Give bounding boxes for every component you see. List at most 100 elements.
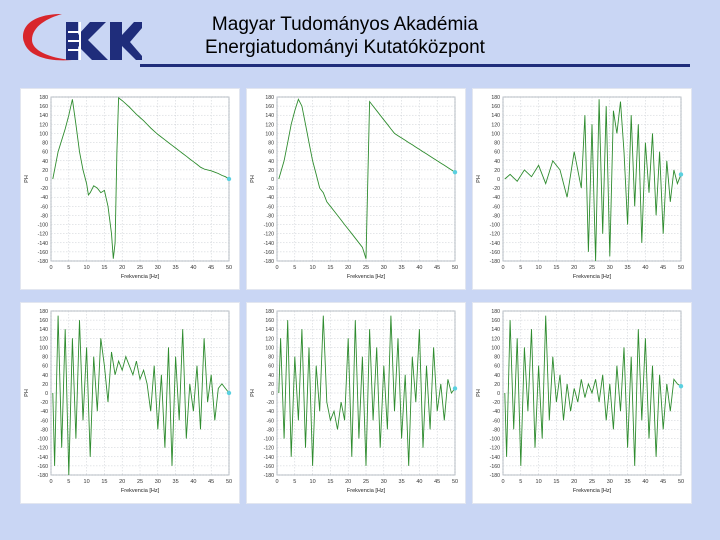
y-tick-label: 160 xyxy=(491,318,500,324)
phase-series-line xyxy=(504,99,682,262)
y-tick-label: 40 xyxy=(494,373,500,379)
y-tick-label: 20 xyxy=(42,168,48,174)
x-tick-label: 35 xyxy=(173,479,179,485)
x-tick-label: 5 xyxy=(293,479,296,485)
x-tick-label: 40 xyxy=(416,265,422,271)
y-tick-label: 80 xyxy=(494,355,500,361)
x-tick-label: 50 xyxy=(452,265,458,271)
y-tick-label: -160 xyxy=(264,250,274,256)
x-tick-label: 5 xyxy=(519,265,522,271)
x-tick-label: 40 xyxy=(642,265,648,271)
y-tick-label: 80 xyxy=(42,141,48,147)
x-tick-label: 15 xyxy=(327,479,333,485)
x-tick-label: 45 xyxy=(660,479,666,485)
x-tick-label: 35 xyxy=(173,265,179,271)
chart-panel-5: 180 160 140 120 100 80 60 40 20 0 -20 -40 -60 -80 -100… xyxy=(246,302,466,504)
y-tick-label: 180 xyxy=(39,309,48,315)
y-tick-label: 80 xyxy=(268,141,274,147)
y-tick-label: 100 xyxy=(491,131,500,137)
y-tick-label: 180 xyxy=(265,309,274,315)
x-tick-label: 20 xyxy=(571,479,577,485)
x-tick-label: 35 xyxy=(399,265,405,271)
ek-logo xyxy=(23,14,142,61)
y-tick-label: 120 xyxy=(491,122,500,128)
x-tick-label: 50 xyxy=(226,265,232,271)
y-axis-label: PH xyxy=(250,389,256,397)
y-tick-label: 100 xyxy=(39,131,48,137)
cursor-marker xyxy=(226,390,232,396)
x-tick-label: 35 xyxy=(625,479,631,485)
phase-chart-6: 180160140120100806040200-20-40-60-80-100… xyxy=(476,309,684,494)
y-tick-label: 140 xyxy=(39,113,48,119)
x-tick-label: 35 xyxy=(625,265,631,271)
y-tick-label: -100 xyxy=(264,437,274,443)
x-axis-label: Frekvencia [Hz] xyxy=(121,488,160,494)
x-tick-label: 15 xyxy=(553,265,559,271)
y-tick-label: -60 xyxy=(267,418,275,424)
x-axis-label: Frekvencia [Hz] xyxy=(347,274,386,280)
y-tick-label: 0 xyxy=(45,177,48,183)
y-tick-label: -180 xyxy=(264,473,274,479)
x-tick-label: 25 xyxy=(137,479,143,485)
y-tick-label: -100 xyxy=(38,437,48,443)
y-tick-label: 0 xyxy=(497,177,500,183)
y-tick-label: 120 xyxy=(491,336,500,342)
y-tick-label: -20 xyxy=(493,400,501,406)
cursor-marker xyxy=(678,172,684,177)
y-tick-label: 180 xyxy=(491,309,500,315)
y-tick-label: -60 xyxy=(493,204,501,210)
x-tick-label: 30 xyxy=(607,479,613,485)
phase-series-line xyxy=(52,97,230,259)
x-tick-label: 50 xyxy=(226,479,232,485)
y-tick-label: -20 xyxy=(41,400,49,406)
y-tick-label: 120 xyxy=(265,122,274,128)
cursor-marker xyxy=(678,383,684,389)
x-tick-label: 25 xyxy=(363,265,369,271)
y-tick-label: 40 xyxy=(268,159,274,165)
y-tick-label: 160 xyxy=(491,104,500,110)
phase-chart-3: 180160140120100806040200-20-40-60-80-100… xyxy=(476,95,684,280)
x-tick-label: 20 xyxy=(345,479,351,485)
y-tick-label: -80 xyxy=(267,213,275,219)
y-tick-label: -40 xyxy=(493,195,501,201)
phase-series-line xyxy=(278,315,456,466)
y-tick-label: -60 xyxy=(41,418,49,424)
phase-chart-2: 180160140120100806040200-20-40-60-80-100… xyxy=(250,95,458,280)
y-tick-label: -40 xyxy=(41,409,49,415)
phase-chart-5: 180160140120100806040200-20-40-60-80-100… xyxy=(250,309,458,494)
y-tick-label: -40 xyxy=(267,409,275,415)
y-tick-label: 180 xyxy=(491,95,500,101)
y-tick-label: 180 xyxy=(265,95,274,101)
y-tick-label: -120 xyxy=(264,232,274,238)
y-tick-label: 160 xyxy=(265,318,274,324)
y-axis-label: PH xyxy=(476,389,482,397)
y-tick-label: 100 xyxy=(265,345,274,351)
y-tick-label: -120 xyxy=(490,232,500,238)
y-tick-label: 100 xyxy=(39,345,48,351)
x-tick-label: 20 xyxy=(571,265,577,271)
y-tick-label: -100 xyxy=(38,223,48,229)
y-tick-label: 20 xyxy=(494,382,500,388)
title-underline xyxy=(140,64,690,67)
y-tick-label: -180 xyxy=(264,259,274,265)
y-tick-label: -160 xyxy=(490,250,500,256)
y-tick-label: 40 xyxy=(42,373,48,379)
chart-panel-2: 180 160 140 120 100 80 60 40 20 0 -20 -40 -60 -80 -100… xyxy=(246,88,466,290)
y-tick-label: -80 xyxy=(41,213,49,219)
y-tick-label: 0 xyxy=(271,177,274,183)
chart-panel-4: 180 160 140 120 100 80 60 40 20 0 -20 -40 -60 -80 -100… xyxy=(20,302,240,504)
y-tick-label: 60 xyxy=(42,364,48,370)
y-tick-label: 60 xyxy=(268,364,274,370)
cursor-marker xyxy=(452,386,458,391)
y-tick-label: -140 xyxy=(264,241,274,247)
y-tick-label: 80 xyxy=(268,355,274,361)
x-axis-label: Frekvencia [Hz] xyxy=(121,274,160,280)
x-tick-label: 30 xyxy=(607,265,613,271)
x-tick-label: 0 xyxy=(501,265,504,271)
y-tick-label: 80 xyxy=(42,355,48,361)
x-tick-label: 25 xyxy=(589,265,595,271)
x-tick-label: 10 xyxy=(310,265,316,271)
y-tick-label: -140 xyxy=(38,455,48,461)
y-axis-label: PH xyxy=(24,175,30,183)
y-tick-label: 100 xyxy=(265,131,274,137)
